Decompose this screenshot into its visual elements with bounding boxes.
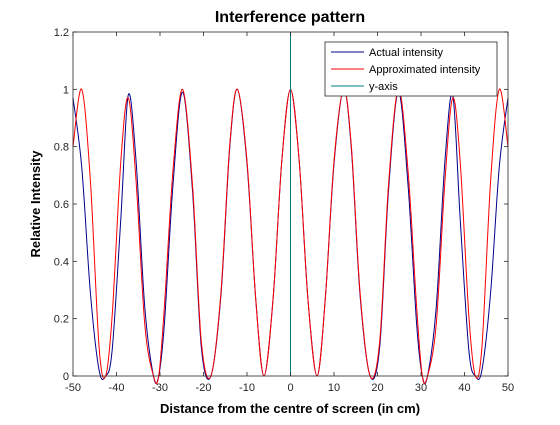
y-tick-label: 0.4	[54, 256, 69, 268]
x-tick-label: 30	[415, 382, 427, 394]
x-tick-label: 10	[328, 382, 340, 394]
x-tick-label: 40	[458, 382, 470, 394]
x-tick-label: -10	[239, 382, 255, 394]
y-tick-label: 0.6	[54, 199, 69, 211]
x-tick-label: 20	[371, 382, 383, 394]
x-tick-label: -20	[196, 382, 212, 394]
x-tick-label: -40	[109, 382, 125, 394]
legend-label-approximated: Approximated intensity	[369, 64, 481, 76]
x-tick-label: -50	[65, 382, 81, 394]
y-tick-label: 1.2	[54, 27, 69, 39]
x-tick-label: -30	[152, 382, 168, 394]
legend-label-y-axis: y-axis	[369, 81, 398, 93]
y-tick-label: 0.2	[54, 314, 69, 326]
y-axis-label: Relative Intensity	[28, 150, 43, 258]
y-tick-label: 0.8	[54, 142, 69, 154]
legend-label-actual: Actual intensity	[369, 47, 443, 59]
x-axis-label: Distance from the centre of screen (in c…	[160, 401, 420, 416]
y-tick-label: 0	[63, 371, 69, 383]
x-tick-label: 50	[502, 382, 514, 394]
y-tick-label: 1	[63, 84, 69, 96]
legend: Actual intensity Approximated intensity …	[325, 42, 497, 96]
x-tick-label: 0	[287, 382, 293, 394]
chart-title: Interference pattern	[215, 9, 365, 26]
